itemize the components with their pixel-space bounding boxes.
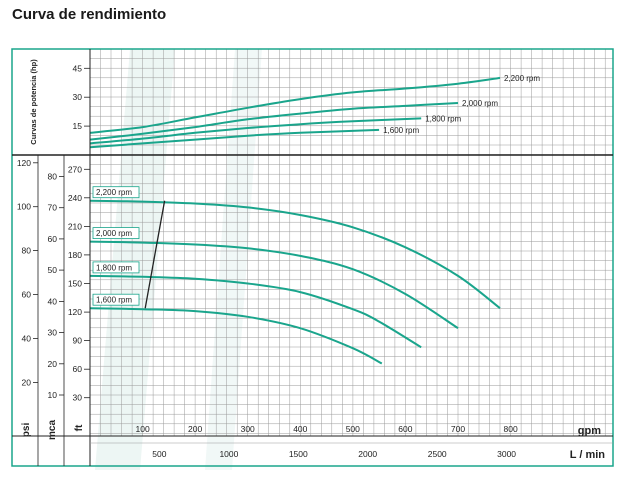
ft-tick-label: 270	[68, 164, 82, 174]
mca-tick-label: 40	[48, 296, 58, 306]
gpm-tick-label: 300	[241, 424, 255, 434]
power-curve-label: 1,800 rpm	[425, 114, 461, 123]
psi-tick-label: 80	[22, 246, 32, 256]
mca-tick-label: 20	[48, 359, 58, 369]
power-tick-label: 15	[73, 121, 83, 131]
ft-unit-label: ft	[74, 424, 85, 431]
head-curve-label: 1,800 rpm	[96, 263, 132, 272]
head-curve-label: 2,000 rpm	[96, 229, 132, 238]
gpm-tick-label: 200	[188, 424, 202, 434]
head-curve-label: 1,600 rpm	[96, 296, 132, 305]
ft-tick-label: 210	[68, 221, 82, 231]
gpm-tick-label: 400	[293, 424, 307, 434]
power-curve-label: 1,600 rpm	[383, 126, 419, 135]
psi-tick-label: 20	[22, 377, 32, 387]
gpm-tick-label: 800	[504, 424, 518, 434]
ft-tick-label: 30	[73, 393, 83, 403]
ft-tick-label: 60	[73, 364, 83, 374]
power-tick-label: 45	[73, 63, 83, 73]
mca-unit-label: mca	[47, 420, 58, 440]
mca-tick-label: 50	[48, 265, 58, 275]
lmin-tick-label: 1500	[289, 449, 308, 459]
power-curve-4	[89, 128, 380, 149]
head-curve-label-box	[92, 261, 140, 274]
gpm-tick-label: 500	[346, 424, 360, 434]
gpm-unit-label: gpm	[578, 425, 601, 437]
ft-tick-label: 120	[68, 307, 82, 317]
mca-tick-label: 10	[48, 390, 58, 400]
head-curve-2	[89, 240, 459, 330]
lmin-tick-label: 3000	[497, 449, 516, 459]
lmin-tick-label: 2500	[428, 449, 447, 459]
head-curve-label-box	[92, 186, 140, 199]
gpm-tick-label: 600	[398, 424, 412, 434]
ft-tick-label: 90	[73, 336, 83, 346]
chart-frame	[11, 48, 614, 467]
gpm-tick-label: 100	[136, 424, 150, 434]
power-curve-2	[89, 102, 459, 141]
psi-tick-label: 40	[22, 334, 32, 344]
head-curve-4	[89, 307, 383, 365]
power-curve-1	[89, 76, 501, 134]
lmin-tick-label: 2000	[358, 449, 377, 459]
mca-tick-label: 80	[48, 172, 58, 182]
psi-tick-label: 100	[17, 202, 31, 212]
lmin-unit-label: L / min	[570, 449, 606, 461]
power-curve-label: 2,200 rpm	[504, 74, 540, 83]
mca-tick-label: 70	[48, 203, 58, 213]
psi-tick-label: 120	[17, 158, 31, 168]
head-curve-label-box	[92, 293, 140, 306]
mca-tick-label: 60	[48, 234, 58, 244]
psi-unit-label: psi	[21, 423, 32, 438]
psi-tick-label: 60	[22, 290, 32, 300]
ft-tick-label: 150	[68, 279, 82, 289]
lmin-tick-label: 500	[152, 449, 166, 459]
ft-tick-label: 180	[68, 250, 82, 260]
lmin-tick-label: 1000	[219, 449, 238, 459]
power-curve-3	[89, 117, 422, 145]
mca-tick-label: 30	[48, 328, 58, 338]
head-curve-label: 2,200 rpm	[96, 188, 132, 197]
chart-title: Curva de rendimiento	[12, 6, 167, 23]
head-curve-label-box	[92, 227, 140, 240]
ft-tick-label: 240	[68, 193, 82, 203]
head-curve-1	[89, 199, 501, 309]
power-tick-label: 30	[73, 92, 83, 102]
rated-operating-line	[144, 200, 166, 309]
power-axis-title: Curvas de potencia (hp)	[29, 59, 38, 145]
gpm-tick-label: 700	[451, 424, 465, 434]
power-curve-label: 2,000 rpm	[462, 99, 498, 108]
head-curve-3	[89, 274, 422, 349]
